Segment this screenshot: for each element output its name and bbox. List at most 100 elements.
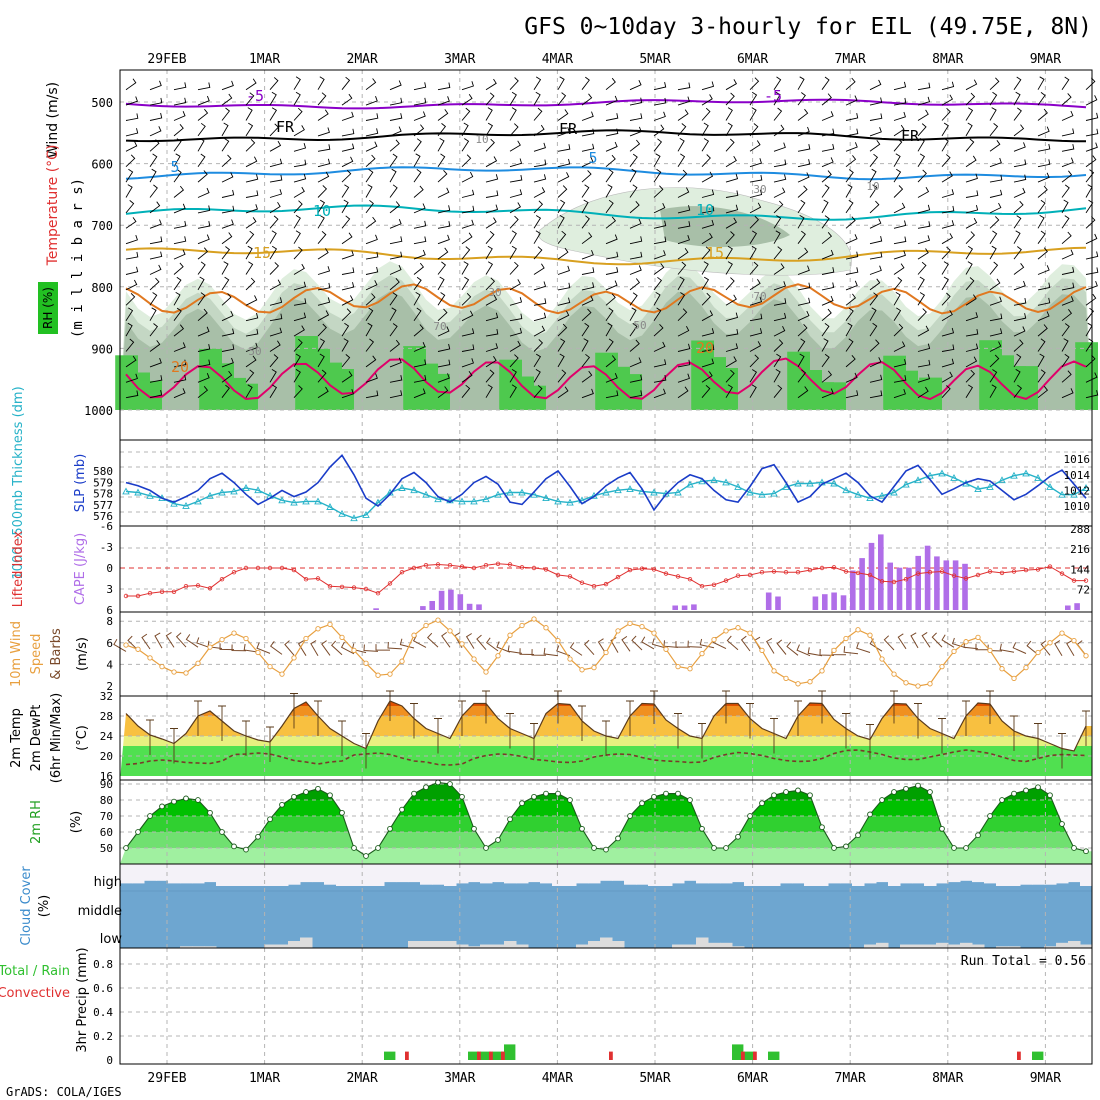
rh-marker (1047, 792, 1053, 799)
upper-wind-barb (461, 292, 472, 306)
wind10-barb (621, 635, 631, 652)
upper-wind-barb (653, 276, 663, 291)
upper-wind-barb (245, 369, 255, 383)
upper-wind-barb (965, 245, 974, 260)
rh-marker (555, 790, 561, 797)
upper-wind-barb (389, 153, 398, 167)
upper-wind-barb (941, 171, 953, 183)
wind10-barb (165, 631, 175, 648)
upper-wind-barb (221, 357, 234, 368)
upper-wind-barb (1013, 91, 1021, 106)
temp-series (125, 690, 1090, 769)
upper-wind-barb (173, 111, 186, 121)
upper-wind-barb (965, 384, 974, 398)
cloud-low-bar (864, 944, 877, 948)
cape-bar (448, 589, 454, 610)
rh-marker (867, 811, 873, 818)
upper-wind-barb (989, 107, 997, 121)
wind10-barb (330, 640, 343, 656)
upper-wind-barb (893, 323, 904, 337)
upper-wind-barb (869, 339, 880, 352)
upper-wind-barb (509, 158, 523, 168)
upper-wind-barb (149, 390, 163, 399)
cape-bar (887, 562, 893, 610)
upper-wind-barb (437, 373, 450, 383)
rh-marker (387, 825, 393, 832)
lifted-index-marker (987, 569, 993, 574)
lifted-index-marker (195, 583, 201, 588)
upper-wind-barb (1085, 280, 1098, 291)
wind10-barb (507, 645, 523, 654)
upper-wind-barb (413, 203, 426, 214)
wind10-barb (883, 635, 895, 651)
upper-wind-barb (989, 296, 1002, 306)
upper-wind-barb (509, 230, 517, 244)
upper-wind-barb (173, 153, 181, 167)
upper-wind-barb (941, 220, 955, 229)
upper-wind-barb (485, 369, 495, 383)
cloud-low-bar (480, 944, 493, 948)
thickness-marker (746, 488, 754, 496)
lifted-index-marker (975, 572, 981, 578)
upper-wind-barb (701, 310, 714, 322)
upper-wind-barb (989, 384, 997, 398)
wind10-barb (687, 640, 703, 648)
upper-wind-barb (557, 127, 570, 137)
wind10-marker (867, 632, 873, 638)
upper-wind-barb (1061, 215, 1070, 229)
thickness-marker (938, 469, 946, 477)
rh-marker (147, 813, 153, 819)
upper-wind-barb (365, 168, 374, 183)
wind10-barb (375, 644, 390, 651)
upper-wind-barb (941, 358, 955, 368)
rh-marker (999, 797, 1005, 803)
upper-wind-barb (485, 277, 496, 291)
upper-wind-barb (317, 158, 331, 168)
cloud-high-clear (228, 864, 241, 886)
upper-wind-barb (125, 113, 139, 121)
upper-wind-barb (269, 354, 279, 368)
upper-wind-barb (557, 297, 571, 306)
upper-wind-barb (485, 156, 498, 168)
upper-wind-barb (269, 189, 283, 198)
upper-wind-barb (629, 126, 642, 137)
ylabel-cape: CAPE (J/kg) (73, 533, 88, 605)
upper-wind-barb (557, 172, 570, 183)
upper-wind-barb (797, 126, 810, 137)
upper-wind-barb (365, 322, 373, 337)
rh-marker (615, 835, 621, 842)
cloud-low-bar (1056, 942, 1069, 949)
upper-wind-barb (845, 184, 853, 198)
upper-wind-barb (173, 203, 186, 214)
upper-wind-barb (941, 138, 949, 152)
upper-wind-barb (1013, 280, 1026, 291)
rh-marker (531, 793, 537, 800)
lifted-index-marker (279, 565, 285, 571)
thickness-tick-label: 577 (93, 499, 113, 512)
upper-wind-barb (821, 249, 834, 260)
upper-wind-barb (173, 220, 187, 229)
cloud-high-clear (264, 864, 277, 886)
upper-wind-barbs (125, 76, 1099, 399)
cloud-high-clear (1020, 864, 1033, 885)
upper-wind-barb (629, 251, 643, 260)
cloud-low-bar (876, 942, 889, 949)
upper-wind-barb (965, 356, 978, 368)
thickness-marker (554, 497, 562, 505)
upper-wind-barb (341, 354, 351, 368)
upper-wind-barb (509, 261, 519, 275)
cape-bar (896, 567, 903, 610)
upper-wind-barb (605, 373, 618, 383)
upper-wind-barb (965, 231, 976, 245)
upper-wind-barb (893, 220, 907, 229)
wind10-barb (543, 647, 559, 657)
upper-wind-barb (821, 388, 834, 399)
upper-wind-barb (509, 215, 519, 229)
wind10-marker (531, 616, 537, 622)
upper-wind-barb (773, 124, 785, 137)
upper-wind-barb (293, 281, 307, 291)
thickness-marker (686, 480, 694, 488)
upper-wind-barb (365, 390, 379, 399)
wind10-marker (1071, 637, 1077, 644)
